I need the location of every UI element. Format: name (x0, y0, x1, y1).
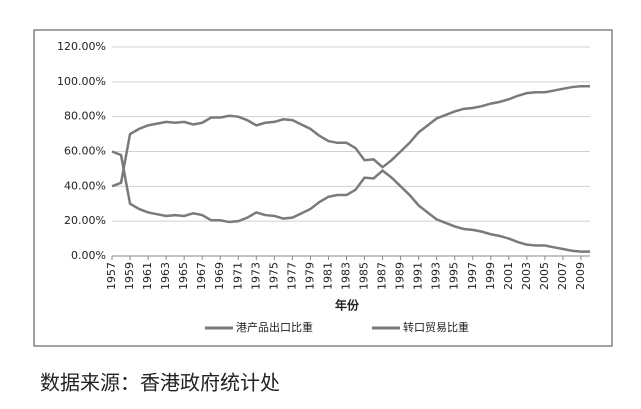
x-tick-label: 1967 (195, 262, 208, 290)
y-tick-label: 0.00% (71, 249, 106, 262)
legend-label: 转口贸易比重 (403, 320, 469, 334)
x-tick-label: 1981 (321, 262, 334, 290)
x-tick-label: 1975 (267, 262, 280, 290)
x-axis-label: 年份 (335, 298, 360, 313)
y-tick-label: 100.00% (57, 75, 106, 88)
y-tick-label: 80.00% (64, 110, 106, 123)
x-tick-label: 2009 (574, 262, 587, 290)
x-tick-label: 1969 (213, 262, 226, 290)
x-tick-label: 1999 (484, 262, 497, 290)
x-tick-label: 1965 (177, 262, 190, 290)
x-tick-label: 1983 (339, 262, 352, 290)
x-tick-label: 1963 (159, 262, 172, 290)
x-tick-label: 1987 (376, 262, 389, 290)
y-tick-label: 120.00% (57, 40, 106, 53)
x-tick-label: 1961 (141, 262, 154, 290)
series-line (111, 84, 590, 188)
x-tick-label: 2001 (502, 262, 515, 290)
x-tick-label: 1979 (303, 262, 316, 290)
x-tick-label: 1989 (394, 262, 407, 290)
source-note: 数据来源：香港政府统计处 (40, 371, 280, 395)
x-tick-label: 1973 (249, 262, 262, 290)
x-tick-label: 1995 (448, 262, 461, 290)
x-tick-label: 2003 (520, 262, 533, 290)
x-tick-label: 1993 (430, 262, 443, 290)
x-tick-label: 1971 (231, 262, 244, 290)
y-tick-label: 40.00% (64, 179, 106, 192)
chart-frame (33, 29, 613, 347)
x-tick-label: 2007 (556, 262, 569, 290)
x-tick-label: 1985 (358, 262, 371, 290)
x-tick-label: 1997 (466, 262, 479, 290)
y-tick-label: 60.00% (64, 145, 106, 158)
x-tick-label: 2005 (538, 262, 551, 290)
x-tick-label: 1957 (105, 262, 118, 290)
legend-label: 港产品出口比重 (236, 320, 313, 334)
x-tick-label: 1959 (123, 262, 136, 290)
y-tick-label: 20.00% (64, 214, 106, 227)
x-tick-label: 1977 (285, 262, 298, 290)
x-tick-label: 1991 (412, 262, 425, 290)
series-line (111, 150, 590, 253)
